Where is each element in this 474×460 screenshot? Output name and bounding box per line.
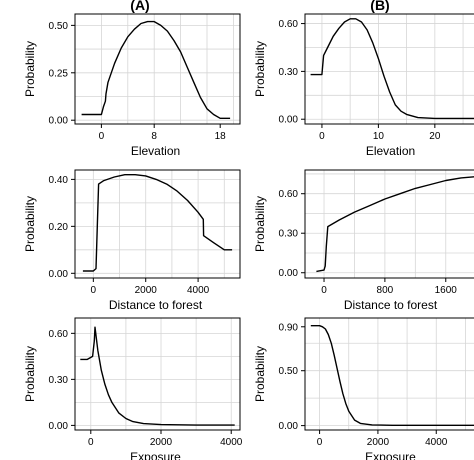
y-tick-label: 0.00	[49, 421, 69, 432]
chart-A-distance: 0 2000 4000 0.00 0.20 0.40 Distance to forest P…	[23, 169, 241, 312]
y-tick-label: 0.20	[49, 222, 69, 233]
x-axis-title: Distance to forest	[109, 298, 203, 312]
gridlines	[305, 318, 474, 430]
x-tick-label: 20	[429, 131, 441, 142]
plot-frame	[74, 13, 241, 125]
plot-frame	[304, 13, 474, 125]
plot-frame	[304, 169, 474, 279]
x-axis-title: Elevation	[131, 144, 180, 158]
y-axis-title: Probability	[253, 41, 267, 97]
chart-B-exposure: 0 2000 4000 0.00 0.50 0.90 Exposure Probability	[253, 317, 474, 460]
x-tick-label: 4000	[220, 437, 243, 448]
x-tick-label: 10	[373, 131, 385, 142]
gridlines	[75, 14, 240, 124]
plot-frame	[304, 317, 474, 431]
x-axis-title: Distance to forest	[344, 298, 438, 312]
chart-A-exposure: 0 2000 4000 0.00 0.30 0.60 Exposure Probability	[23, 317, 243, 460]
series-line	[310, 325, 474, 426]
x-tick-label: 0	[319, 131, 325, 142]
y-tick-label: 0.60	[279, 19, 299, 30]
x-axis-title: Elevation	[366, 144, 415, 158]
x-tick-label: 1600	[435, 285, 458, 296]
x-tick-label: 800	[377, 285, 394, 296]
y-tick-label: 0.25	[49, 68, 69, 79]
y-tick-label: 0.00	[279, 268, 299, 279]
y-tick-label: 0.00	[279, 115, 299, 126]
series-line	[82, 174, 233, 272]
chart-B-distance: 0 800 1600 0.00 0.30 0.60 Distance to forest Pr…	[253, 169, 474, 312]
plot-frame	[74, 317, 241, 431]
y-axis-title: Probability	[253, 196, 267, 252]
chart-A-elevation: 0 8 18 0.00 0.25 0.50 Elevation Probability	[23, 13, 241, 158]
y-tick-label: 0.90	[279, 322, 299, 333]
x-tick-label: 4000	[425, 437, 448, 448]
x-tick-label: 2000	[367, 437, 390, 448]
x-tick-label: 0	[317, 437, 323, 448]
y-tick-label: 0.30	[49, 375, 69, 386]
charts-group: 0 8 18 0.00 0.25 0.50 Elevation Probability 0 10 2…	[23, 13, 474, 460]
x-tick-label: 0	[91, 285, 97, 296]
y-tick-label: 0.50	[49, 21, 69, 32]
y-tick-label: 0.50	[279, 366, 299, 377]
y-tick-label: 0.60	[49, 329, 69, 340]
gridlines	[305, 170, 474, 278]
y-tick-label: 0.40	[49, 175, 69, 186]
series-line	[81, 20, 231, 119]
y-tick-label: 0.00	[49, 116, 69, 127]
gridlines	[75, 170, 240, 278]
chart-B-elevation: 0 10 20 0.00 0.30 0.60 Elevation Probability	[253, 13, 474, 158]
panel-label-a: (A)	[130, 0, 149, 13]
x-tick-label: 0	[88, 437, 94, 448]
x-tick-label: 4000	[187, 285, 210, 296]
x-tick-label: 0	[99, 131, 105, 142]
y-tick-label: 0.60	[279, 189, 299, 200]
y-tick-label: 0.00	[49, 269, 69, 280]
gridlines	[305, 14, 474, 124]
panel-label-b: (B)	[370, 0, 389, 13]
plot-frame	[74, 169, 241, 279]
x-axis-title: Exposure	[365, 450, 416, 460]
x-tick-label: 8	[151, 131, 157, 142]
x-tick-label: 0	[321, 285, 327, 296]
y-axis-title: Probability	[23, 346, 37, 402]
series-line	[80, 326, 235, 426]
gridlines	[75, 318, 240, 430]
x-tick-label: 2000	[150, 437, 173, 448]
x-tick-label: 18	[215, 131, 227, 142]
y-axis-title: Probability	[23, 41, 37, 97]
y-tick-label: 0.30	[279, 229, 299, 240]
y-axis-title: Probability	[23, 196, 37, 252]
y-tick-label: 0.30	[279, 67, 299, 78]
series-line	[316, 176, 474, 273]
x-tick-label: 2000	[135, 285, 158, 296]
y-tick-label: 0.00	[279, 421, 299, 432]
series-line	[310, 18, 474, 120]
y-axis-title: Probability	[253, 346, 267, 402]
x-axis-title: Exposure	[130, 450, 181, 460]
